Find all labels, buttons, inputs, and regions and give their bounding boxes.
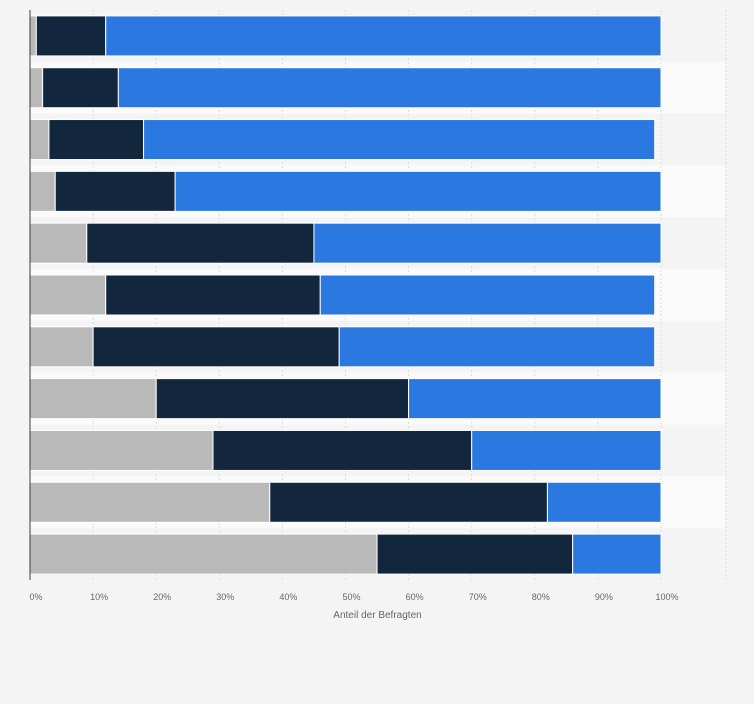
x-tick-label: 20% [153,592,171,602]
bar-segment [546,481,662,523]
bar-segment [155,378,410,420]
x-tick-label: 0% [29,592,42,602]
bar-segment [319,274,656,316]
x-tick-label: 80% [532,592,550,602]
bar-segment [29,481,271,523]
bar-segment [35,15,107,57]
bar-segment [117,67,662,109]
bar-segment [408,378,662,420]
bar-segment [48,119,145,161]
x-tick-label: 30% [216,592,234,602]
bar-segment [143,119,656,161]
x-tick-label: 100% [655,592,678,602]
bar-segment [54,170,176,212]
x-tick-label: 50% [342,592,360,602]
bar-segment [29,222,88,264]
x-tick-label: 90% [595,592,613,602]
bar-segment [29,15,37,57]
bar-segment [212,429,473,471]
bar-segment [92,326,340,368]
bar-segment [174,170,662,212]
bar-segment [471,429,662,471]
bar-segment [29,274,107,316]
bar-segment [29,170,56,212]
bar-segment [86,222,315,264]
bar-segment [29,378,157,420]
bar-segment [29,119,50,161]
bar-segment [29,326,94,368]
x-tick-label: 10% [90,592,108,602]
x-axis-label: Anteil der Befragten [333,610,421,621]
bar-segment [269,481,548,523]
x-tick-label: 40% [279,592,297,602]
x-tick-label: 70% [469,592,487,602]
bar-segment [105,274,321,316]
bar-segment [29,429,214,471]
bar-segment [338,326,656,368]
bar-segment [29,533,378,575]
bar-segment [572,533,662,575]
bar-segment [105,15,662,57]
bar-segment [42,67,119,109]
bar-segment [376,533,574,575]
bar-segment [313,222,662,264]
x-tick-label: 60% [406,592,424,602]
bar-segment [29,67,44,109]
